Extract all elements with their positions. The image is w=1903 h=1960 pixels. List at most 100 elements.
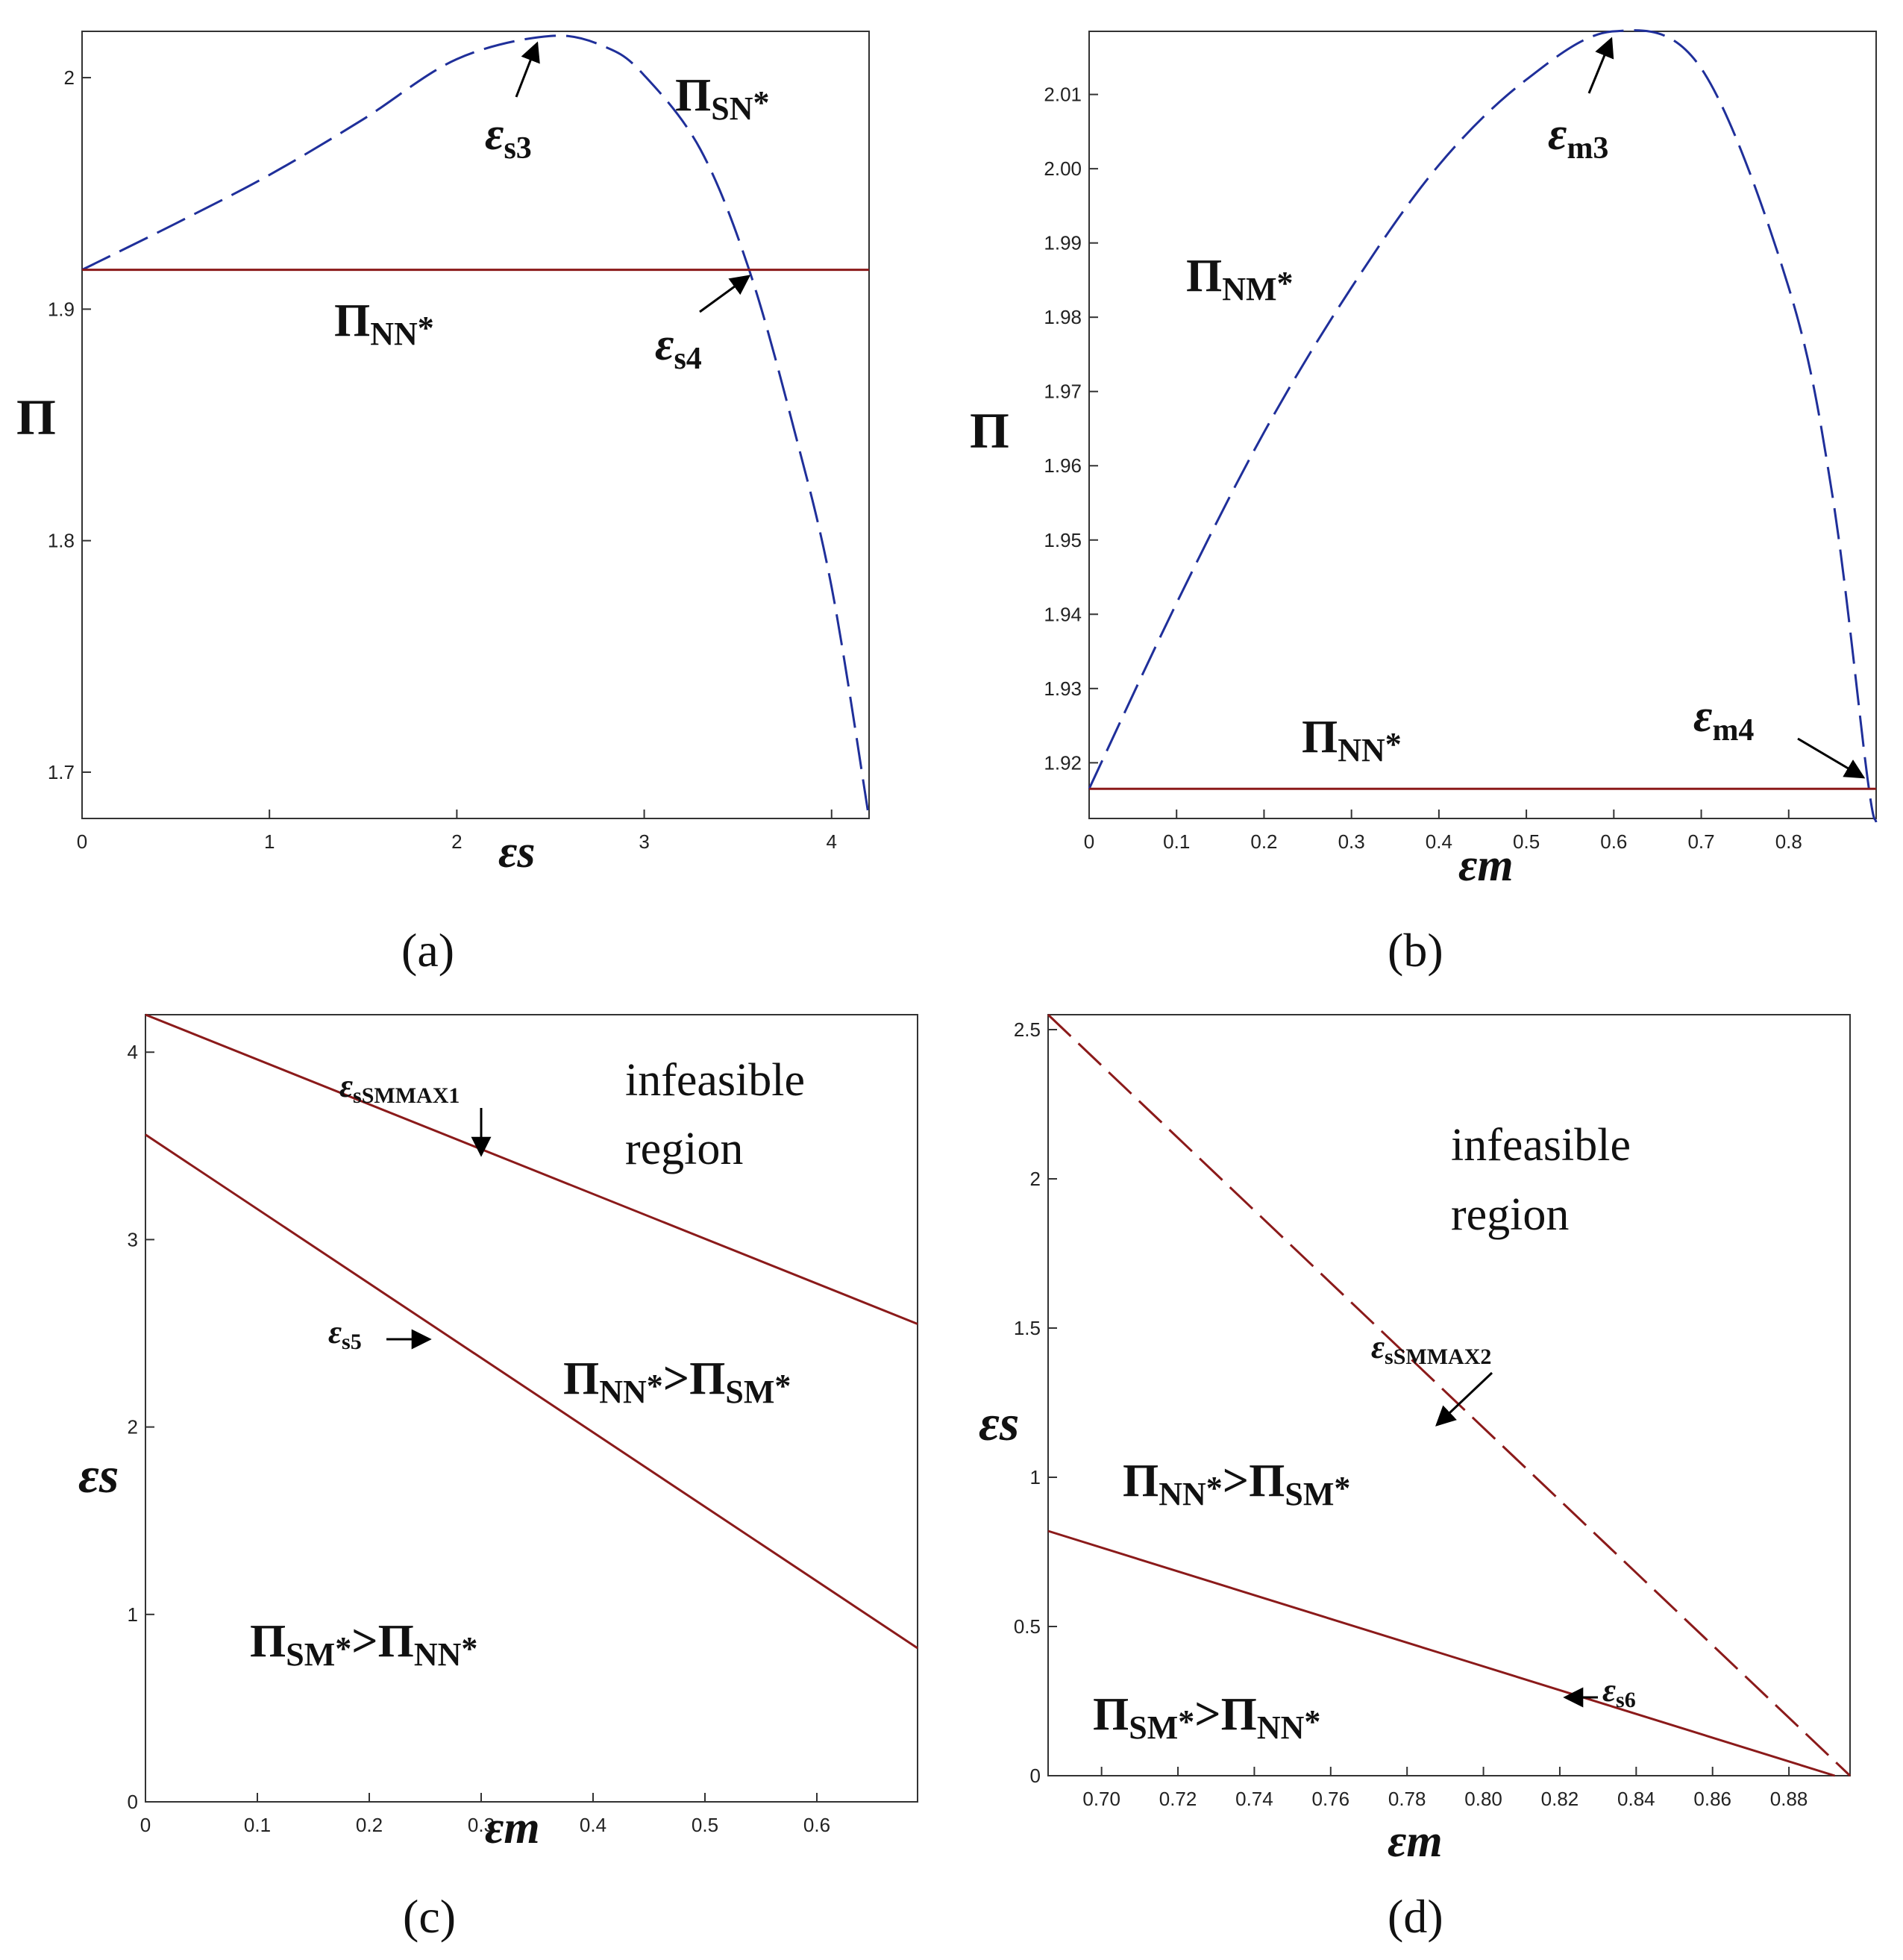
series-sub: NN (1257, 1709, 1305, 1746)
region-sm-gt-nn: ΠSM*>ΠNN* (250, 1616, 477, 1673)
star-symbol: * (647, 1368, 663, 1404)
series-sub: NN (370, 316, 418, 352)
y-tick-label: 1.99 (1044, 232, 1082, 254)
region-line: infeasible (625, 1055, 805, 1106)
series-sub: SM (1285, 1476, 1334, 1512)
eps-base: ε (1602, 1672, 1616, 1709)
panel-caption: (a) (401, 924, 454, 977)
x-tick-label: 0.88 (1770, 1788, 1808, 1810)
eps-base: ε (485, 109, 504, 160)
star-symbol: * (1178, 1703, 1194, 1740)
annotation-eps-m4: εm4 (1693, 691, 1754, 748)
y-tick-label: 1.9 (48, 298, 75, 320)
x-tick-label: 0.82 (1541, 1788, 1579, 1810)
series-sub: NN (1338, 732, 1385, 768)
series-line-1 (81, 34, 871, 819)
pi-symbol: Π (563, 1353, 599, 1404)
y-tick-label: 4 (128, 1041, 138, 1063)
region-infeasible: region (1451, 1189, 1569, 1240)
region-line: infeasible (1451, 1120, 1631, 1171)
region-infeasible: region (625, 1124, 743, 1174)
gt-symbol: > (1194, 1689, 1220, 1740)
x-tick-label: 0.2 (356, 1814, 383, 1836)
tick-layer: 0 0.1 0.2 0.3 0.4 0.5 0.6 0 1 2 3 4 (128, 1041, 831, 1836)
series-sub: SM (286, 1636, 335, 1673)
x-tick-label: 0.2 (1250, 830, 1277, 853)
plot-frame (145, 1014, 918, 1803)
series-sub: SM (725, 1374, 774, 1410)
star-symbol: * (774, 1368, 791, 1404)
y-tick-label: 1 (128, 1603, 138, 1626)
tick-layer: 0 1 2 3 4 1.7 1.8 1.9 2 (48, 66, 837, 853)
x-axis-label: εs (498, 827, 536, 877)
annotation-arrow (699, 275, 751, 313)
annotation-arrow (1435, 1371, 1493, 1427)
y-tick-label: 2.5 (1014, 1018, 1041, 1041)
region-infeasible: infeasible (625, 1055, 805, 1106)
y-axis-label: Π (970, 402, 1009, 459)
y-tick-label: 3 (128, 1228, 138, 1250)
annotation-eps-s5: εs5 (328, 1314, 362, 1354)
x-tick-label: 0 (1084, 830, 1094, 853)
y-tick-label: 1 (1030, 1466, 1041, 1488)
series-sub: NN (1159, 1476, 1206, 1512)
pi-symbol: Π (1249, 1456, 1285, 1506)
x-axis-label: εm (1458, 840, 1514, 891)
annotation-arrow (1587, 37, 1614, 94)
plot-frame (1047, 1014, 1851, 1776)
series-layer (1088, 29, 1878, 823)
series-label-pi-sn: ΠSN* (675, 70, 769, 127)
y-tick-label: 0.5 (1014, 1615, 1041, 1638)
x-tick-label: 0.6 (1600, 830, 1627, 853)
x-tick-label: 0.84 (1617, 1788, 1655, 1810)
series-line-2 (1047, 1530, 1835, 1777)
pi-symbol: Π (378, 1616, 414, 1667)
y-tick-label: 2 (1030, 1168, 1041, 1190)
pi-symbol: Π (334, 295, 370, 346)
x-tick-label: 0.76 (1312, 1788, 1350, 1810)
series-label-pi-nn: ΠNN* (1302, 712, 1402, 768)
pi-symbol: Π (1302, 712, 1338, 763)
series-layer (81, 34, 871, 819)
eps-sub: s4 (674, 342, 701, 376)
region-line: region (625, 1124, 743, 1174)
y-axis-label: εs (78, 1447, 119, 1503)
region-nn-gt-sm: ΠNN*>ΠSM* (563, 1353, 791, 1410)
tick-layer: 0 0.1 0.2 0.3 0.4 0.5 0.6 0.7 0.8 1.92 1.93 1.94 1.9… (1044, 84, 1802, 853)
star-symbol: * (753, 84, 769, 121)
eps-sub: s6 (1616, 1688, 1636, 1712)
annotation-eps-s4: εs4 (655, 319, 702, 376)
plot-frame (1088, 31, 1877, 819)
eps-base: ε (339, 1068, 353, 1104)
x-tick-label: 0.6 (803, 1814, 830, 1836)
x-tick-label: 0.78 (1388, 1788, 1426, 1810)
series-line-1 (1088, 29, 1878, 823)
panel-caption: (b) (1388, 924, 1443, 977)
series-sub: NN (414, 1636, 462, 1673)
series-layer (145, 1013, 918, 1650)
x-tick-label: 0.5 (692, 1814, 718, 1836)
x-tick-label: 0.80 (1464, 1788, 1502, 1810)
panel-d: 0.70 0.72 0.74 0.76 0.78 0.80 0.82 0.84 0.86 0.88… (979, 1013, 1852, 1943)
x-tick-label: 1 (264, 830, 275, 853)
x-tick-label: 0.8 (1775, 830, 1802, 853)
series-layer (1047, 1013, 1852, 1777)
region-infeasible: infeasible (1451, 1120, 1631, 1171)
eps-sub: m3 (1567, 131, 1608, 166)
y-axis-label: Π (16, 389, 56, 445)
eps-sub: sSMMAX1 (353, 1083, 460, 1108)
star-symbol: * (335, 1630, 351, 1667)
pi-symbol: Π (675, 70, 711, 121)
star-symbol: * (1385, 726, 1402, 763)
y-tick-label: 0 (128, 1791, 138, 1813)
pi-symbol: Π (1093, 1689, 1129, 1740)
panel-c: 0 0.1 0.2 0.3 0.4 0.5 0.6 0 1 2 3 4 εs εm infeasibl… (78, 1013, 918, 1943)
x-tick-label: 0.86 (1693, 1788, 1731, 1810)
eps-sub: s5 (342, 1330, 362, 1354)
series-sub: NM (1222, 271, 1276, 307)
gt-symbol: > (351, 1616, 377, 1667)
star-symbol: * (461, 1630, 477, 1667)
y-tick-label: 1.8 (48, 530, 75, 552)
star-symbol: * (1334, 1470, 1350, 1506)
eps-sub: sSMMAX2 (1385, 1344, 1491, 1369)
